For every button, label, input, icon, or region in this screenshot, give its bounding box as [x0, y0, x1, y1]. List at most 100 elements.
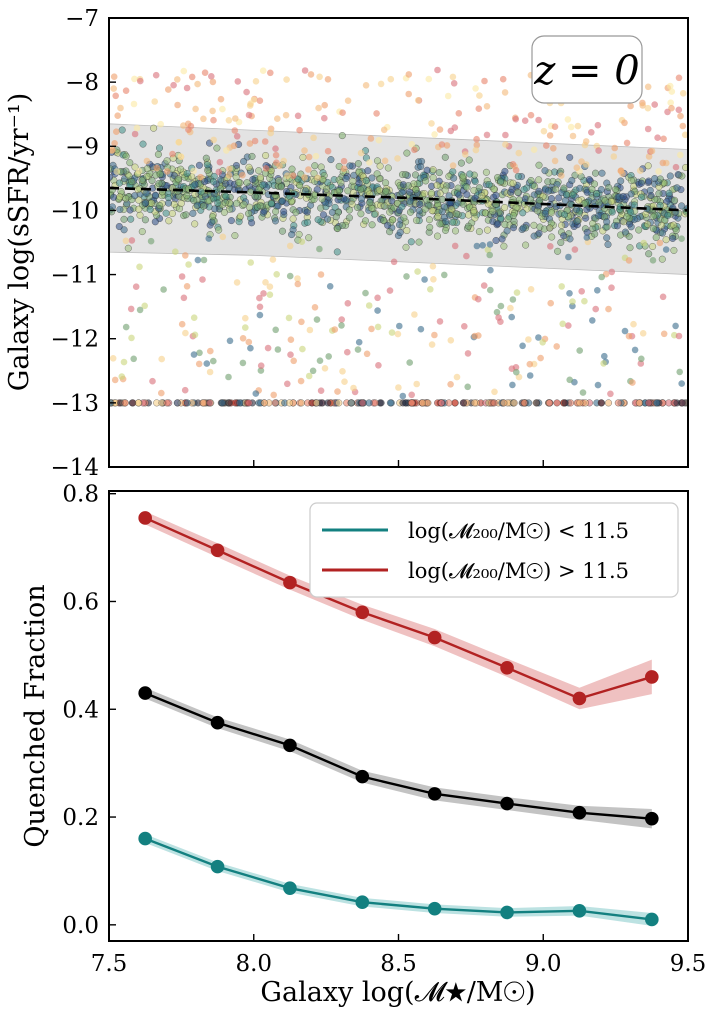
scatter-point [128, 237, 136, 244]
top-y-tick-label: −9 [65, 134, 99, 160]
scatter-point [298, 238, 306, 245]
scatter-point [257, 362, 265, 370]
scatter-point [362, 177, 370, 185]
scatter-point [225, 399, 233, 407]
scatter-point [503, 227, 511, 235]
scatter-point [512, 166, 520, 174]
scatter-point [411, 311, 418, 318]
scatter-point [158, 355, 165, 363]
scatter-point [619, 192, 627, 201]
scatter-point [483, 131, 491, 139]
series-marker [138, 831, 152, 846]
scatter-point [190, 167, 197, 175]
scatter-point [504, 215, 512, 223]
scatter-point [623, 139, 631, 147]
scatter-point [605, 305, 612, 313]
scatter-point [408, 141, 416, 148]
scatter-point [124, 244, 132, 252]
series-line [144, 837, 652, 921]
scatter-point [572, 206, 581, 214]
scatter-point [177, 199, 185, 207]
scatter-point [341, 378, 348, 386]
scatter-point [214, 199, 222, 207]
scatter-point [165, 217, 173, 225]
scatter-point [277, 183, 285, 191]
scatter-point [478, 192, 486, 200]
scatter-point [332, 213, 340, 221]
scatter-point [131, 163, 139, 171]
scatter-point [457, 159, 465, 167]
scatter-point [122, 237, 130, 245]
scatter-point [220, 208, 228, 216]
scatter-point [386, 399, 394, 407]
scatter-point [649, 257, 657, 264]
scatter-point [608, 284, 615, 292]
scatter-point [178, 273, 186, 280]
scatter-point [276, 162, 283, 170]
scatter-point [294, 280, 302, 288]
scatter-point [647, 192, 655, 200]
scatter-point [551, 157, 559, 165]
scatter-point [287, 336, 295, 344]
scatter-point [481, 77, 488, 85]
scatter-point [594, 381, 602, 389]
scatter-point [552, 185, 560, 193]
scatter-point [114, 112, 121, 119]
redshift-annotation-box: z = 0 [531, 35, 643, 104]
scatter-point [296, 126, 303, 134]
scatter-point [182, 329, 189, 337]
scatter-point [475, 228, 483, 236]
scatter-point [174, 76, 181, 83]
scatter-point [530, 221, 538, 229]
scatter-point [207, 347, 214, 355]
scatter-point [509, 179, 517, 187]
scatter-point [170, 200, 178, 208]
scatter-point [575, 197, 583, 205]
scatter-point [197, 173, 204, 181]
scatter-point [346, 162, 354, 170]
scatter-point [512, 115, 519, 123]
scatter-point [625, 332, 633, 340]
scatter-point [464, 222, 472, 230]
scatter-point [131, 75, 138, 83]
scatter-point [183, 169, 191, 178]
scatter-point [143, 165, 151, 173]
scatter-point [403, 273, 410, 280]
series-marker [500, 796, 514, 811]
scatter-point [418, 399, 427, 407]
scatter-point [141, 302, 148, 310]
scatter-point [340, 157, 348, 165]
scatter-point [673, 184, 681, 192]
scatter-point [109, 355, 117, 362]
scatter-point [168, 209, 176, 218]
scatter-point [256, 294, 263, 302]
scatter-point [210, 357, 217, 365]
scatter-point [470, 186, 478, 194]
scatter-point [208, 73, 215, 80]
series-marker [283, 575, 297, 590]
scatter-point [273, 271, 281, 278]
scatter-point [303, 208, 311, 216]
scatter-point [299, 153, 307, 161]
scatter-point [601, 352, 608, 360]
scatter-point [427, 286, 434, 293]
scatter-point [560, 184, 568, 192]
series-markers [138, 511, 659, 927]
median-line [109, 186, 688, 212]
scatter-point [438, 141, 446, 148]
scatter-point [386, 208, 394, 216]
scatter-point [489, 207, 497, 215]
scatter-point [536, 196, 544, 204]
scatter-point [404, 182, 412, 190]
scatter-point [191, 331, 199, 339]
scatter-point [651, 175, 659, 183]
scatter-point [135, 167, 143, 175]
scatter-point [164, 194, 173, 202]
scatter-point [354, 160, 362, 168]
legend-label-low-halo: log(𝓜₂₀₀/M☉) < 11.5 [408, 519, 629, 543]
scatter-point [278, 227, 287, 235]
scatter-point [257, 367, 265, 374]
scatter-point [381, 202, 389, 210]
scatter-point [338, 132, 346, 140]
scatter-point [218, 399, 226, 407]
